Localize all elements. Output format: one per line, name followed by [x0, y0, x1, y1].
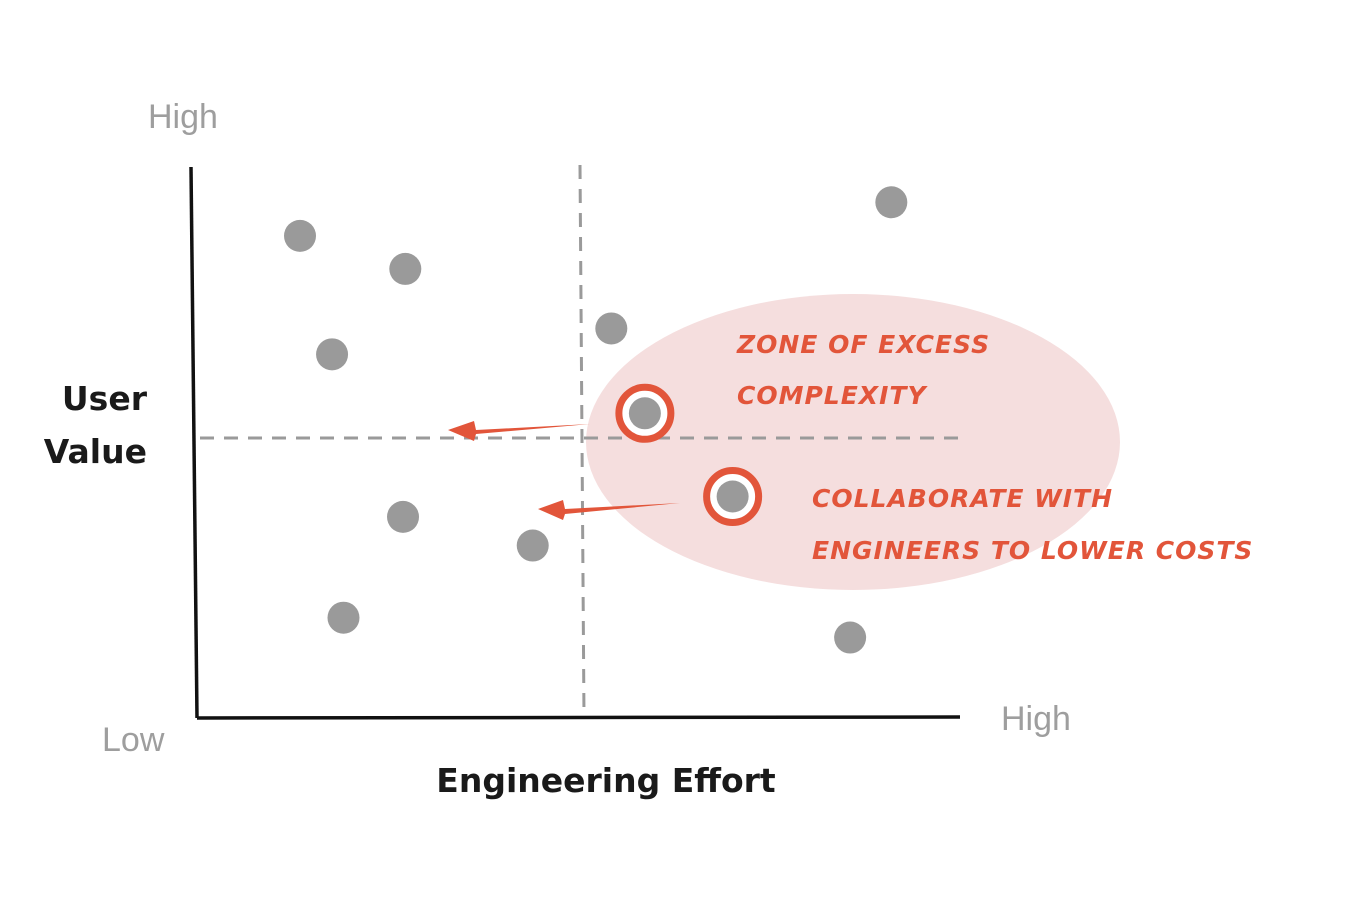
vertical-divider	[578, 164, 586, 718]
collaborate-note-line2: ENGINEERS TO LOWER COSTS	[812, 536, 1253, 565]
y-axis-high-label: High	[148, 98, 218, 136]
collaborate-note-line1: COLLABORATE WITH	[812, 484, 1113, 513]
zone-label-line2: COMPLEXITY	[737, 381, 928, 410]
y-axis	[189, 166, 199, 719]
arrow-left-lower	[538, 500, 680, 520]
x-axis-title: Engineering Effort	[436, 761, 776, 800]
x-axis	[196, 715, 961, 720]
data-point-3	[387, 500, 420, 533]
data-point-7	[875, 186, 908, 219]
highlighted-point-9	[628, 397, 661, 430]
highlighted-point-10	[716, 480, 749, 513]
y-axis-title-line2: Value	[44, 432, 147, 471]
data-point-0	[284, 219, 317, 252]
data-point-4	[516, 529, 549, 562]
points-layer	[284, 186, 908, 654]
data-point-5	[327, 601, 360, 634]
y-axis-title-line1: User	[62, 379, 148, 418]
data-point-1	[389, 252, 422, 285]
origin-low-label: Low	[102, 721, 165, 759]
data-point-6	[595, 312, 628, 345]
x-axis-high-label: High	[1001, 700, 1071, 738]
data-point-2	[316, 338, 349, 371]
zone-label-line1: ZONE OF EXCESS	[736, 330, 990, 359]
data-point-8	[834, 621, 867, 654]
arrow-left-upper	[448, 421, 590, 441]
